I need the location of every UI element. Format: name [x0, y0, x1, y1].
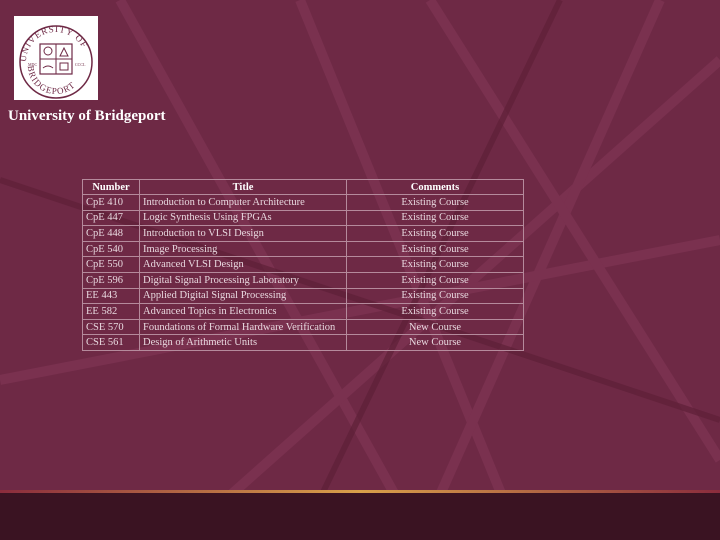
logo-top-text: UNIVERSITY OF	[18, 24, 89, 62]
logo-right-mark: CCCL	[75, 62, 86, 67]
table-row: CpE 447 Logic Synthesis Using FPGAs Exis…	[82, 209, 524, 227]
course-number: CpE 447	[82, 209, 140, 227]
course-comment: Existing Course	[346, 303, 524, 320]
footer-bar	[0, 490, 720, 540]
course-comment: Existing Course	[346, 194, 524, 211]
course-number: CpE 596	[82, 271, 140, 289]
footer-accent-line	[0, 490, 720, 493]
course-number: CpE 540	[82, 240, 140, 258]
logo-left-mark: MDC	[28, 62, 37, 67]
course-title: Foundations of Formal Hardware Verificat…	[139, 318, 347, 336]
course-title: Logic Synthesis Using FPGAs	[139, 209, 347, 227]
course-title: Image Processing	[139, 240, 347, 258]
col-header-comments: Comments	[346, 179, 524, 195]
university-logo: UNIVERSITY OF BRIDGEPORT MDC CCCL	[14, 16, 98, 100]
table-row: EE 443 Applied Digital Signal Processing…	[82, 287, 524, 305]
course-number: CSE 561	[82, 334, 140, 351]
table-row: CpE 540 Image Processing Existing Course	[82, 240, 524, 258]
course-comment: Existing Course	[346, 287, 524, 305]
course-title: Introduction to Computer Architecture	[139, 194, 347, 211]
course-comment: Existing Course	[346, 209, 524, 227]
table-row: CpE 448 Introduction to VLSI Design Exis…	[82, 225, 524, 242]
course-table: Number Title Comments CpE 410 Introducti…	[82, 179, 524, 351]
table-row: CSE 570 Foundations of Formal Hardware V…	[82, 318, 524, 336]
table-row: CpE 410 Introduction to Computer Archite…	[82, 194, 524, 211]
course-number: EE 443	[82, 287, 140, 305]
course-comment: Existing Course	[346, 256, 524, 273]
course-title: Advanced Topics in Electronics	[139, 303, 347, 320]
course-comment: Existing Course	[346, 240, 524, 258]
svg-text:BRIDGEPORT: BRIDGEPORT	[26, 65, 77, 96]
course-comment: New Course	[346, 334, 524, 351]
svg-text:UNIVERSITY OF: UNIVERSITY OF	[18, 24, 90, 62]
course-comment: Existing Course	[346, 225, 524, 242]
col-header-number: Number	[82, 179, 140, 195]
table-row: EE 582 Advanced Topics in Electronics Ex…	[82, 303, 524, 320]
col-header-title: Title	[139, 179, 347, 195]
table-row: CpE 596 Digital Signal Processing Labora…	[82, 271, 524, 289]
course-title: Applied Digital Signal Processing	[139, 287, 347, 305]
course-comment: New Course	[346, 318, 524, 336]
seal-icon: UNIVERSITY OF BRIDGEPORT MDC CCCL	[18, 24, 93, 99]
course-number: EE 582	[82, 303, 140, 320]
table-row: CpE 550 Advanced VLSI Design Existing Co…	[82, 256, 524, 273]
course-title: Advanced VLSI Design	[139, 256, 347, 273]
table-row: CSE 561 Design of Arithmetic Units New C…	[82, 334, 524, 351]
course-comment: Existing Course	[346, 271, 524, 289]
org-name: University of Bridgeport	[8, 108, 166, 124]
logo-bottom-text: BRIDGEPORT	[26, 65, 76, 96]
course-number: CpE 448	[82, 225, 140, 242]
course-title: Digital Signal Processing Laboratory	[139, 271, 347, 289]
course-number: CpE 550	[82, 256, 140, 273]
course-title: Design of Arithmetic Units	[139, 334, 347, 351]
course-number: CSE 570	[82, 318, 140, 336]
course-title: Introduction to VLSI Design	[139, 225, 347, 242]
table-header-row: Number Title Comments	[82, 179, 524, 195]
course-number: CpE 410	[82, 194, 140, 211]
